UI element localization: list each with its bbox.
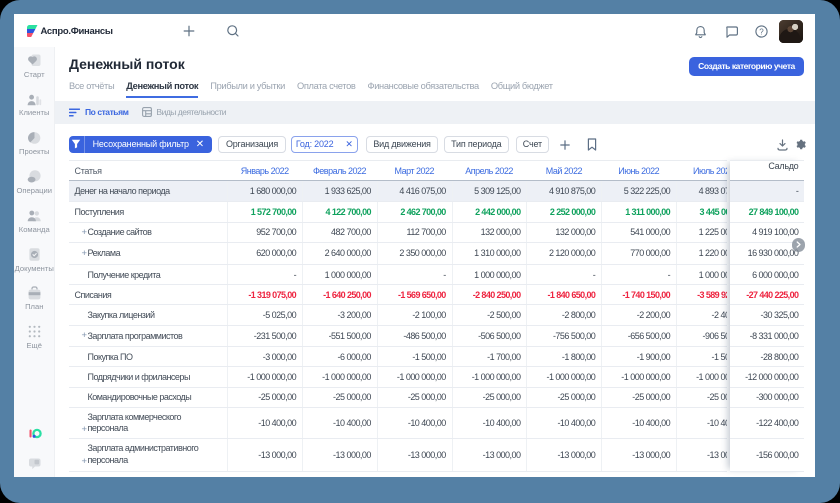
svg-text:?: ? — [759, 27, 764, 36]
